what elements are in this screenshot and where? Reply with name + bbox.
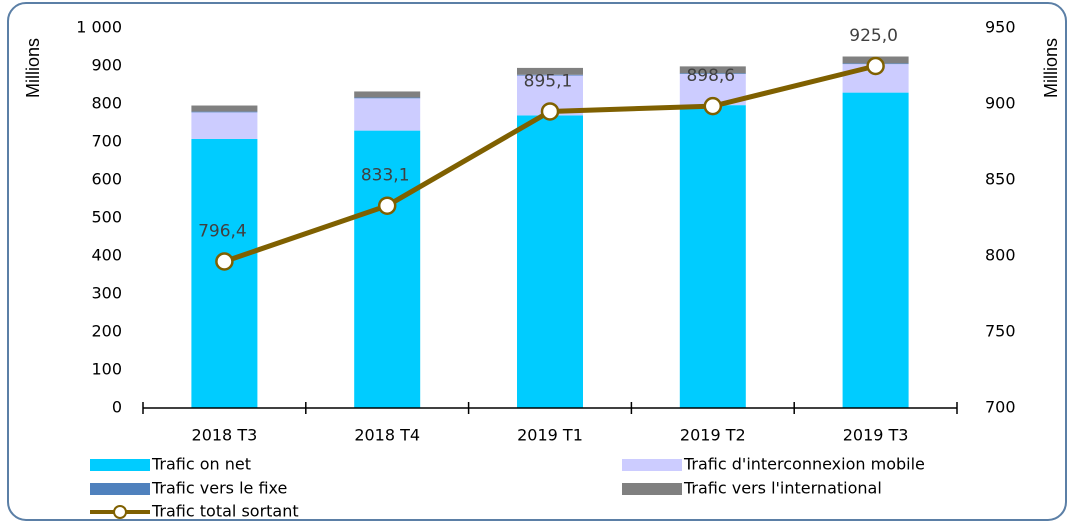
x-tick-label: 2018 T3: [192, 426, 258, 445]
y2-tick-label: 850: [985, 170, 1016, 189]
y-tick-label: 300: [91, 284, 122, 303]
bar-segment: [191, 105, 258, 112]
x-tick-label: 2019 T1: [517, 426, 583, 445]
line-marker: [377, 196, 397, 215]
bar-segment: [354, 91, 421, 98]
bar-segment: [354, 130, 421, 408]
x-tick-label: 2018 T4: [354, 426, 420, 445]
y2-axis-label: Millions: [1041, 38, 1061, 98]
bar-segment: [191, 138, 258, 408]
legend-label: Trafic vers le fixe: [151, 479, 287, 498]
line-marker: [703, 96, 723, 116]
x-tick-label: 2019 T3: [843, 426, 909, 445]
legend-label: Trafic d'interconnexion mobile: [683, 455, 925, 474]
bar-segment: [679, 66, 746, 74]
y2-tick-label: 950: [985, 18, 1016, 37]
bar-segment: [191, 112, 258, 139]
y-tick-label: 800: [91, 94, 122, 113]
x-tick-label: 2019 T2: [680, 426, 746, 445]
bar-segment: [354, 98, 421, 131]
y-tick-label: 700: [91, 132, 122, 151]
legend-label: Trafic on net: [151, 455, 251, 474]
line-marker: [540, 102, 560, 121]
y-tick-label: 1 000: [76, 18, 122, 37]
y-tick-label: 400: [91, 246, 122, 265]
bar-segment: [679, 73, 746, 74]
legend-label: Trafic total sortant: [151, 502, 299, 521]
y2-tick-label: 900: [985, 94, 1016, 113]
y2-tick-label: 750: [985, 322, 1016, 341]
y-tick-label: 200: [91, 322, 122, 341]
legend-swatch: [90, 483, 150, 495]
legend-label: Trafic vers l'international: [683, 479, 882, 498]
legend-swatch: [622, 459, 682, 471]
y-axis-label: Millions: [23, 38, 43, 98]
line-marker: [215, 252, 234, 271]
y2-tick-label: 700: [985, 398, 1016, 417]
y-tick-label: 0: [112, 398, 122, 417]
bar-segment: [517, 115, 583, 409]
y2-tick-label: 800: [985, 246, 1016, 265]
data-label: 796,4: [198, 221, 247, 241]
bar-segment: [354, 97, 421, 99]
line-marker: [866, 56, 885, 76]
data-label: 898,6: [686, 66, 735, 86]
data-label: 925,0: [849, 26, 898, 46]
legend-marker: [113, 505, 127, 519]
legend-swatch: [622, 483, 682, 495]
bar-segment: [517, 67, 583, 75]
y-tick-label: 500: [91, 208, 122, 227]
data-label: 895,1: [524, 71, 573, 91]
bar-segment: [679, 105, 746, 408]
legend-swatch: [90, 459, 150, 471]
y-tick-label: 600: [91, 170, 122, 189]
bar-segment: [517, 74, 583, 76]
bar-segment: [842, 92, 909, 408]
y-tick-label: 900: [91, 56, 122, 75]
bar-segment: [191, 111, 258, 113]
y-tick-label: 100: [91, 360, 122, 379]
data-label: 833,1: [361, 166, 410, 186]
